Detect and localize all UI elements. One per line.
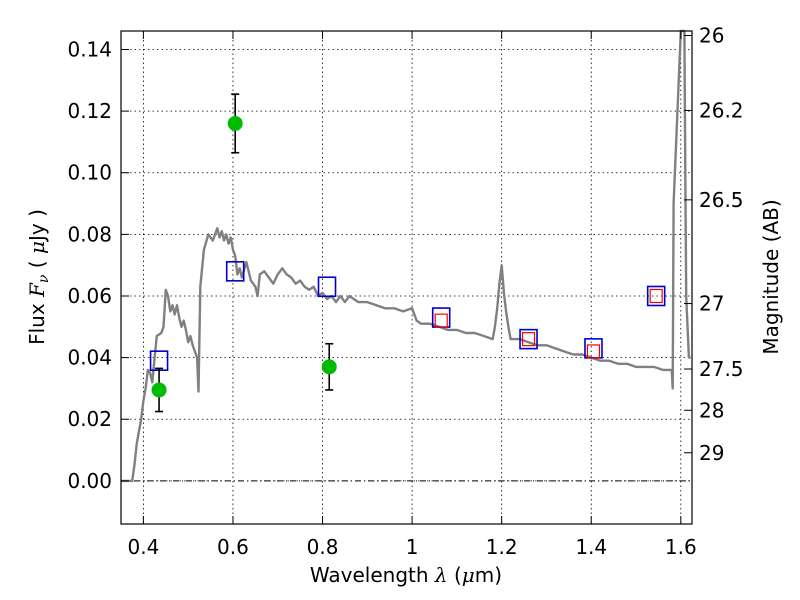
x-tick-label: 0.6 (217, 535, 249, 559)
model-photometry-inner-square (521, 332, 536, 347)
magnitude-axis-label: Magnitude (AB) (759, 199, 783, 354)
model-photometry-square (317, 276, 337, 298)
plot-frame (120, 30, 693, 525)
x-tick-label: 1 (406, 535, 419, 559)
y-tick-label: 0.08 (67, 222, 112, 246)
model-photometry-square (519, 328, 538, 350)
model-photometry-inner-square (434, 313, 448, 328)
y-tick-label: 0.10 (67, 161, 112, 185)
y-tick-label: 0.14 (67, 37, 112, 61)
y2-tick-label: 26 (699, 23, 724, 47)
y-tick-label: 0.02 (67, 407, 112, 431)
y2-tick-label: 29 (699, 441, 724, 465)
model-photometry-square (225, 261, 245, 282)
x-axis-label: Wavelength λ (μm) (310, 563, 502, 587)
y2-tick-label: 27 (699, 292, 724, 316)
y-tick-label: 0.12 (67, 99, 112, 123)
y-tick-label: 0.04 (67, 346, 112, 370)
y-tick-label: 0.06 (67, 284, 112, 308)
y2-tick-label: 26.5 (699, 188, 744, 212)
y-tick-label: 0.00 (67, 469, 112, 493)
y-axis-label: Flux Fν ( μJy ) (25, 209, 52, 345)
observed-point (321, 359, 337, 375)
observed-point (227, 115, 243, 131)
model-photometry-inner-square (649, 288, 663, 304)
model-sed-line (121, 29, 691, 483)
x-tick-label: 0.8 (307, 535, 339, 559)
x-tick-label: 1.6 (665, 535, 697, 559)
x-tick-label: 0.4 (127, 535, 159, 559)
axis-ticks: 0.4 0.6 0.8 1 1.2 1.4 1.6 0.00 0.02 0.04 0.06 0.08 0… (67, 23, 743, 559)
x-tick-label: 1.4 (575, 535, 607, 559)
observed-point (151, 382, 167, 398)
model-photometry-inner-square (586, 344, 601, 359)
x-tick-label: 1.2 (486, 535, 518, 559)
model-photometry-square (646, 285, 666, 307)
y2-tick-label: 26.2 (699, 98, 744, 122)
data-markers (149, 93, 666, 413)
y2-tick-label: 28 (699, 398, 724, 422)
y2-tick-label: 27.5 (699, 357, 744, 381)
